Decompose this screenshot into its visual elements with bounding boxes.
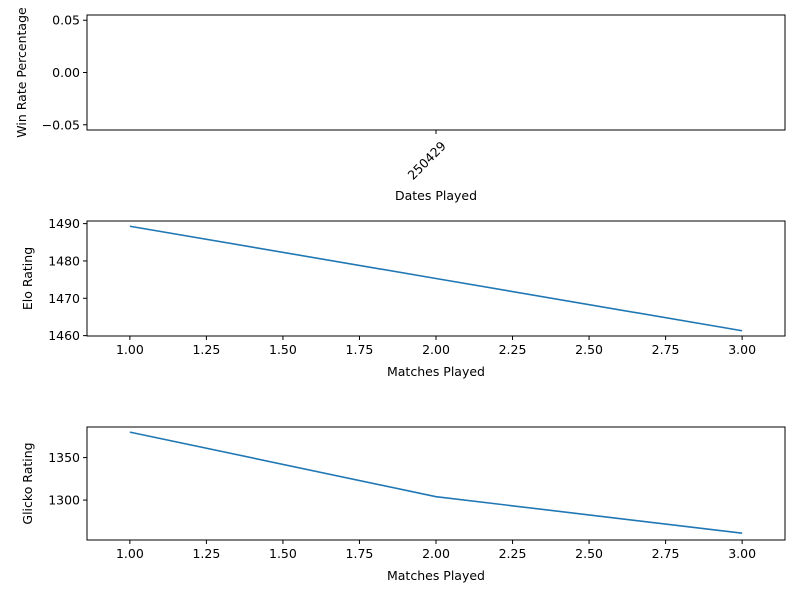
x-tick-label: 1.00 xyxy=(116,546,144,561)
y-tick-label: 1300 xyxy=(48,493,80,508)
series-line xyxy=(129,431,743,534)
y-axis-label: Elo Rating xyxy=(20,247,35,310)
x-tick-label: 1.50 xyxy=(269,546,297,561)
x-tick-label: 1.25 xyxy=(192,342,220,357)
chart-panel-2: 1460 1470 1480 1490 1.00 1.25 1.50 1.75 2.00 2.25… xyxy=(20,216,786,379)
x-axis-label: Matches Played xyxy=(387,568,485,583)
y-tick-label: −0.05 xyxy=(42,117,80,132)
x-tick-label: 1.25 xyxy=(192,546,220,561)
x-tick-label: 2.00 xyxy=(422,546,450,561)
y-tick-label: 1490 xyxy=(48,216,80,231)
series-line xyxy=(129,225,743,332)
x-tick-label: 2.75 xyxy=(652,546,680,561)
x-tick-label: 2.75 xyxy=(652,342,680,357)
x-tick-label: 1.00 xyxy=(116,342,144,357)
x-tick-label: 2.00 xyxy=(422,342,450,357)
x-tick-label: 2.25 xyxy=(499,546,527,561)
y-tick-label: 1460 xyxy=(48,328,80,343)
x-tick-label: 2.50 xyxy=(575,546,603,561)
x-tick-label: 2.25 xyxy=(499,342,527,357)
y-axis-label: Win Rate Percentage xyxy=(14,7,29,138)
y-axis-label: Glicko Rating xyxy=(20,442,35,524)
chart-panel-3: 1300 1350 1.00 1.25 1.50 1.75 2.00 2.25 2.50 2.75… xyxy=(20,426,786,583)
x-axis-label: Dates Played xyxy=(395,188,477,203)
y-tick-label: 0.05 xyxy=(52,13,80,28)
y-tick-label: 1470 xyxy=(48,291,80,306)
x-tick-label: 2.50 xyxy=(575,342,603,357)
y-tick-label: 0.00 xyxy=(52,65,80,80)
x-axis-label: Matches Played xyxy=(387,364,485,379)
x-tick-label: 3.00 xyxy=(728,546,756,561)
y-tick-label: 1480 xyxy=(48,253,80,268)
x-tick-label: 3.00 xyxy=(728,342,756,357)
x-tick-label: 1.75 xyxy=(346,546,374,561)
x-tick-label: 1.50 xyxy=(269,342,297,357)
y-tick-label: 1350 xyxy=(48,450,80,465)
x-tick-label: 1.75 xyxy=(346,342,374,357)
